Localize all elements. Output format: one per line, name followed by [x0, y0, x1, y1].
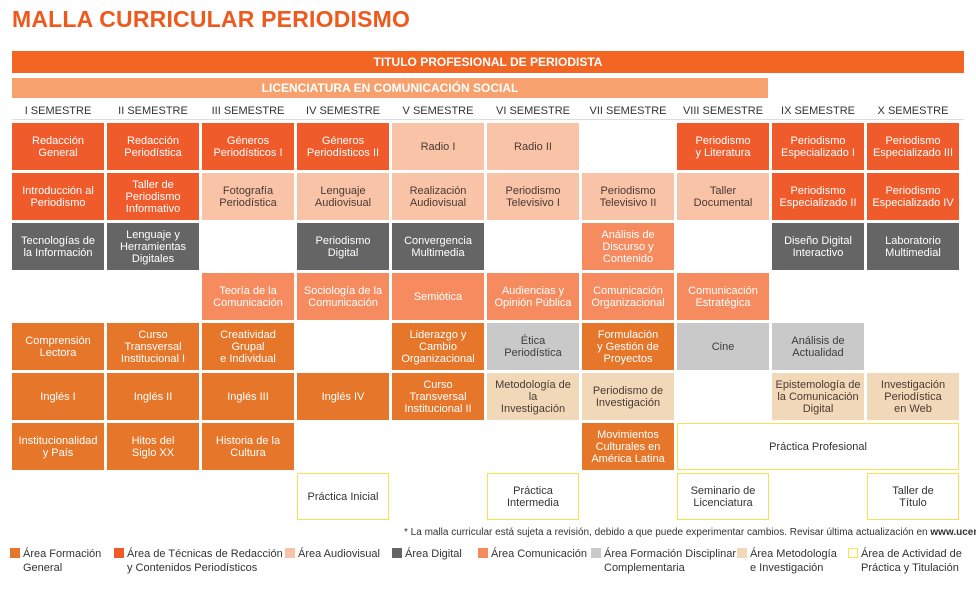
course-cell: Comprensión Lectora	[12, 323, 104, 370]
course-cell: Inglés I	[12, 373, 104, 420]
legend-label: Área Comunicación	[491, 548, 587, 560]
legend-label: Área de Actividad de Práctica y Titulaci…	[861, 548, 962, 574]
course-cell: Hitos del Siglo XX	[107, 423, 199, 470]
course-cell: Formulación y Gestión de Proyectos	[582, 323, 674, 370]
course-cell: Periodismo y Literatura	[677, 123, 769, 170]
course-cell: Taller de Periodismo Informativo	[107, 173, 199, 220]
legend-item: Área Metodología e Investigación	[737, 547, 837, 575]
legend-swatch	[591, 548, 601, 558]
revision-note-text: * La malla curricular está sujeta a revi…	[404, 527, 931, 538]
legend-swatch	[114, 548, 124, 558]
course-cell: Géneros Periodísticos I	[202, 123, 294, 170]
course-cell: Realización Audiovisual	[392, 173, 484, 220]
course-cell: Historia de la Cultura	[202, 423, 294, 470]
legend-item: Área Comunicación	[478, 547, 587, 561]
course-cell: Metodología de la Investigación	[487, 373, 579, 420]
legend-label: Área Formación General	[23, 548, 102, 574]
course-cell: Inglés II	[107, 373, 199, 420]
legend-label: Área Digital	[405, 548, 462, 560]
semester-header: II SEMESTRE	[118, 105, 188, 117]
course-cell: Seminario de Licenciatura	[677, 473, 769, 520]
course-cell: Creatividad Grupal e Individual	[202, 323, 294, 370]
website-link[interactable]: www.ucentral.cl	[930, 527, 976, 538]
course-cell: Radio II	[487, 123, 579, 170]
course-cell: Redacción General	[12, 123, 104, 170]
legend-item: Área de Técnicas de Redacción y Contenid…	[114, 547, 283, 575]
course-cell: Lenguaje Audiovisual	[297, 173, 389, 220]
legend-item: Área Audiovisual	[285, 547, 380, 561]
course-cell: Taller Documental	[677, 173, 769, 220]
professional-title-banner: TITULO PROFESIONAL DE PERIODISTA	[12, 51, 964, 73]
semester-header: X SEMESTRE	[877, 105, 949, 117]
legend-swatch	[737, 548, 747, 558]
course-cell: Periodismo Especializado I	[772, 123, 864, 170]
legend-swatch	[285, 548, 295, 558]
course-cell: Inglés IV	[297, 373, 389, 420]
semester-header: I SEMESTRE	[24, 105, 92, 117]
course-cell: Tecnologías de la Información	[12, 223, 104, 270]
degree-banner: LICENCIATURA EN COMUNICACIÓN SOCIAL	[12, 78, 768, 98]
course-cell: Periodismo Televisivo II	[582, 173, 674, 220]
legend-item: Área de Actividad de Práctica y Titulaci…	[848, 547, 962, 575]
semester-header: V SEMESTRE	[402, 105, 474, 117]
semester-header: VII SEMESTRE	[589, 105, 667, 117]
course-cell: Fotografía Periodística	[202, 173, 294, 220]
course-cell: Práctica Profesional	[677, 423, 959, 470]
course-cell: Redacción Periodística	[107, 123, 199, 170]
course-cell: Análisis de Actualidad	[772, 323, 864, 370]
legend-item: Área Formación Disciplinar Complementari…	[591, 547, 736, 575]
course-cell: Ética Periodística	[487, 323, 579, 370]
course-cell: Análisis de Discurso y Contenido	[582, 223, 674, 270]
course-cell: Radio I	[392, 123, 484, 170]
legend-label: Área de Técnicas de Redacción y Contenid…	[127, 548, 283, 574]
legend-item: Área Formación General	[10, 547, 101, 575]
course-cell: Taller de Título	[867, 473, 959, 520]
course-cell: Convergencia Multimedia	[392, 223, 484, 270]
course-cell: Teoría de la Comunicación	[202, 273, 294, 320]
course-cell: Periodismo Especializado IV	[867, 173, 959, 220]
legend-swatch	[10, 548, 20, 558]
course-cell: Introducción al Periodismo	[12, 173, 104, 220]
course-cell: Laboratorio Multimedial	[867, 223, 959, 270]
course-cell: Comunicación Estratégica	[677, 273, 769, 320]
course-cell: Investigación Periodística en Web	[867, 373, 959, 420]
course-cell: Práctica Intermedia	[487, 473, 579, 520]
semester-header: III SEMESTRE	[211, 105, 285, 117]
course-cell: Lenguaje y Herramientas Digitales	[107, 223, 199, 270]
legend-label: Área Metodología e Investigación	[750, 548, 837, 574]
course-cell: Audiencias y Opinión Pública	[487, 273, 579, 320]
course-cell: Semiótica	[392, 273, 484, 320]
course-cell: Curso Transversal Institucional II	[392, 373, 484, 420]
course-cell: Epistemología de la Comunicación Digital	[772, 373, 864, 420]
course-cell: Comunicación Organizacional	[582, 273, 674, 320]
legend-swatch	[478, 548, 488, 558]
course-cell: Movimientos Culturales en América Latina	[582, 423, 674, 470]
course-cell: Géneros Periodísticos II	[297, 123, 389, 170]
course-cell: Práctica Inicial	[297, 473, 389, 520]
course-cell: Periodismo Digital	[297, 223, 389, 270]
course-cell: Periodismo Especializado III	[867, 123, 959, 170]
semester-header: VI SEMESTRE	[496, 105, 570, 117]
legend-label: Área Formación Disciplinar Complementari…	[604, 548, 737, 574]
course-cell: Curso Transversal Institucional I	[107, 323, 199, 370]
legend-item: Área Digital	[392, 547, 462, 561]
semester-header: VIII SEMESTRE	[682, 105, 764, 117]
course-cell: Periodismo Televisivo I	[487, 173, 579, 220]
course-cell: Sociología de la Comunicación	[297, 273, 389, 320]
semester-header: IX SEMESTRE	[781, 105, 855, 117]
page-title: MALLA CURRICULAR PERIODISMO	[12, 6, 411, 32]
legend-swatch	[848, 548, 858, 558]
revision-note: * La malla curricular está sujeta a revi…	[404, 527, 976, 538]
course-cell: Diseño Digital Interactivo	[772, 223, 864, 270]
semester-header: IV SEMESTRE	[306, 105, 380, 117]
course-cell: Liderazgo y Cambio Organizacional	[392, 323, 484, 370]
legend-label: Área Audiovisual	[298, 548, 380, 560]
course-cell: Institucionalidad y País	[12, 423, 104, 470]
course-cell: Periodismo de Investigación	[582, 373, 674, 420]
legend-swatch	[392, 548, 402, 558]
header-divider	[12, 119, 964, 120]
course-cell: Periodismo Especializado II	[772, 173, 864, 220]
course-cell: Cine	[677, 323, 769, 370]
course-cell: Inglés III	[202, 373, 294, 420]
